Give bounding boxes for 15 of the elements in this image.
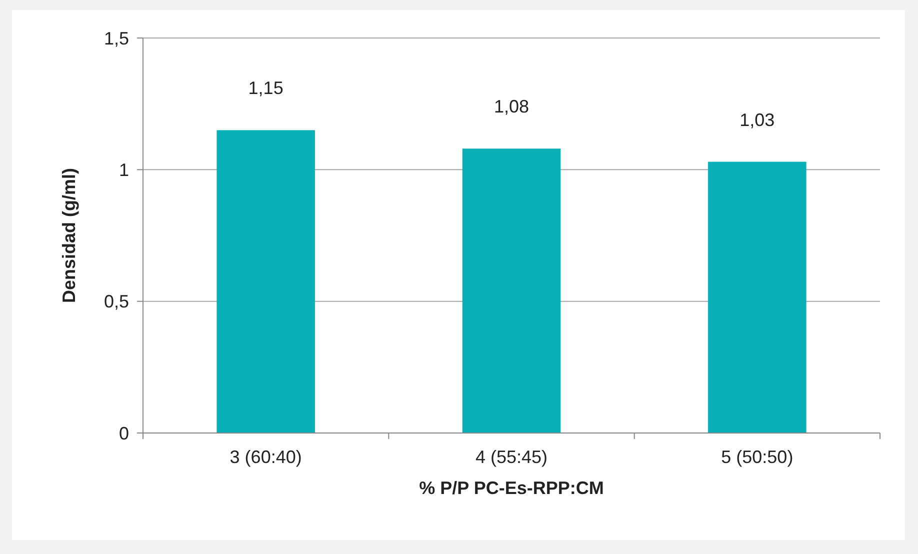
y-tick-label: 1 (118, 160, 129, 180)
bar (216, 130, 315, 433)
data-label: 1,03 (740, 110, 775, 130)
x-tick-label: 3 (60:40) (230, 447, 302, 467)
y-tick-label: 0,5 (104, 292, 129, 312)
bar (708, 162, 806, 433)
bar (462, 148, 561, 433)
x-tick-label: 5 (50:50) (721, 447, 794, 467)
x-tick-label: 4 (55:45) (475, 447, 548, 467)
y-axis-title: Densidad (g/ml) (59, 168, 79, 304)
y-tick-label: 0 (118, 423, 129, 444)
data-label: 1,15 (248, 78, 284, 98)
x-axis-title: % P/P PC-Es-RPP:CM (419, 478, 604, 498)
data-label: 1,08 (494, 96, 530, 117)
y-tick-label: 1,5 (104, 28, 129, 48)
